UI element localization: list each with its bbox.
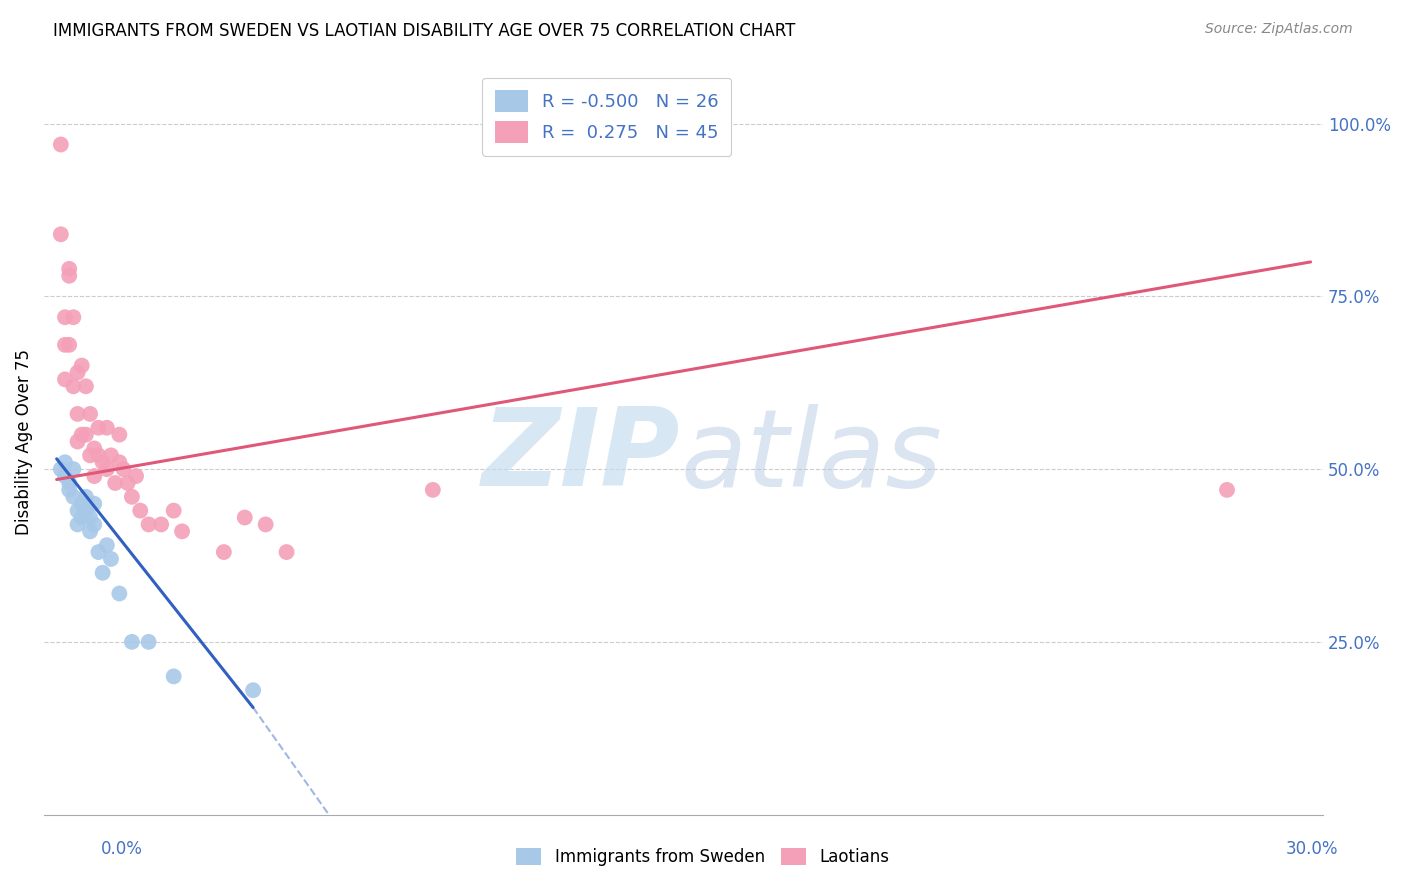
Point [163, 503, 186, 517]
Point [83, 469, 105, 483]
Point [108, 586, 131, 600]
Point [117, 475, 139, 490]
Point [129, 503, 152, 517]
Y-axis label: Disability Age Over 75: Disability Age Over 75 [15, 349, 32, 534]
Point [58, 483, 80, 497]
Point [58, 338, 80, 352]
Text: ZIP: ZIP [482, 403, 681, 509]
Point [66, 407, 89, 421]
Point [66, 366, 89, 380]
Point [87, 448, 110, 462]
Point [83, 497, 105, 511]
Point [121, 490, 143, 504]
Point [242, 683, 264, 698]
Point [53, 310, 76, 325]
Point [422, 483, 444, 497]
Point [212, 545, 235, 559]
Point [96, 538, 118, 552]
Point [70, 497, 93, 511]
Point [49, 227, 72, 242]
Point [62, 462, 84, 476]
Point [276, 545, 298, 559]
Point [75, 427, 97, 442]
Text: atlas: atlas [681, 404, 942, 509]
Point [70, 427, 93, 442]
Point [1216, 483, 1239, 497]
Point [66, 434, 89, 449]
Point [58, 268, 80, 283]
Point [138, 517, 160, 532]
Point [91, 566, 114, 580]
Point [53, 469, 76, 483]
Text: Source: ZipAtlas.com: Source: ZipAtlas.com [1205, 22, 1353, 37]
Point [87, 421, 110, 435]
Point [83, 442, 105, 456]
Point [96, 462, 118, 476]
Point [75, 503, 97, 517]
Point [170, 524, 193, 539]
Legend: R = -0.500   N = 26, R =  0.275   N = 45: R = -0.500 N = 26, R = 0.275 N = 45 [482, 78, 731, 156]
Legend: Immigrants from Sweden, Laotians: Immigrants from Sweden, Laotians [509, 841, 897, 873]
Point [70, 359, 93, 373]
Point [108, 455, 131, 469]
Text: 0.0%: 0.0% [101, 840, 143, 858]
Point [104, 475, 127, 490]
Point [91, 455, 114, 469]
Point [75, 379, 97, 393]
Point [62, 490, 84, 504]
Point [75, 490, 97, 504]
Point [79, 510, 101, 524]
Point [125, 469, 148, 483]
Point [62, 379, 84, 393]
Point [87, 545, 110, 559]
Point [163, 669, 186, 683]
Text: IMMIGRANTS FROM SWEDEN VS LAOTIAN DISABILITY AGE OVER 75 CORRELATION CHART: IMMIGRANTS FROM SWEDEN VS LAOTIAN DISABI… [53, 22, 796, 40]
Point [66, 503, 89, 517]
Point [53, 338, 76, 352]
Point [233, 510, 256, 524]
Point [108, 427, 131, 442]
Point [53, 372, 76, 386]
Point [49, 462, 72, 476]
Point [112, 462, 135, 476]
Point [58, 475, 80, 490]
Point [53, 455, 76, 469]
Point [70, 510, 93, 524]
Point [66, 517, 89, 532]
Point [150, 517, 173, 532]
Text: 30.0%: 30.0% [1286, 840, 1339, 858]
Point [138, 635, 160, 649]
Point [62, 310, 84, 325]
Point [58, 261, 80, 276]
Point [79, 524, 101, 539]
Point [79, 448, 101, 462]
Point [254, 517, 277, 532]
Point [100, 552, 122, 566]
Point [79, 407, 101, 421]
Point [121, 635, 143, 649]
Point [96, 421, 118, 435]
Point [100, 448, 122, 462]
Point [49, 137, 72, 152]
Point [83, 517, 105, 532]
